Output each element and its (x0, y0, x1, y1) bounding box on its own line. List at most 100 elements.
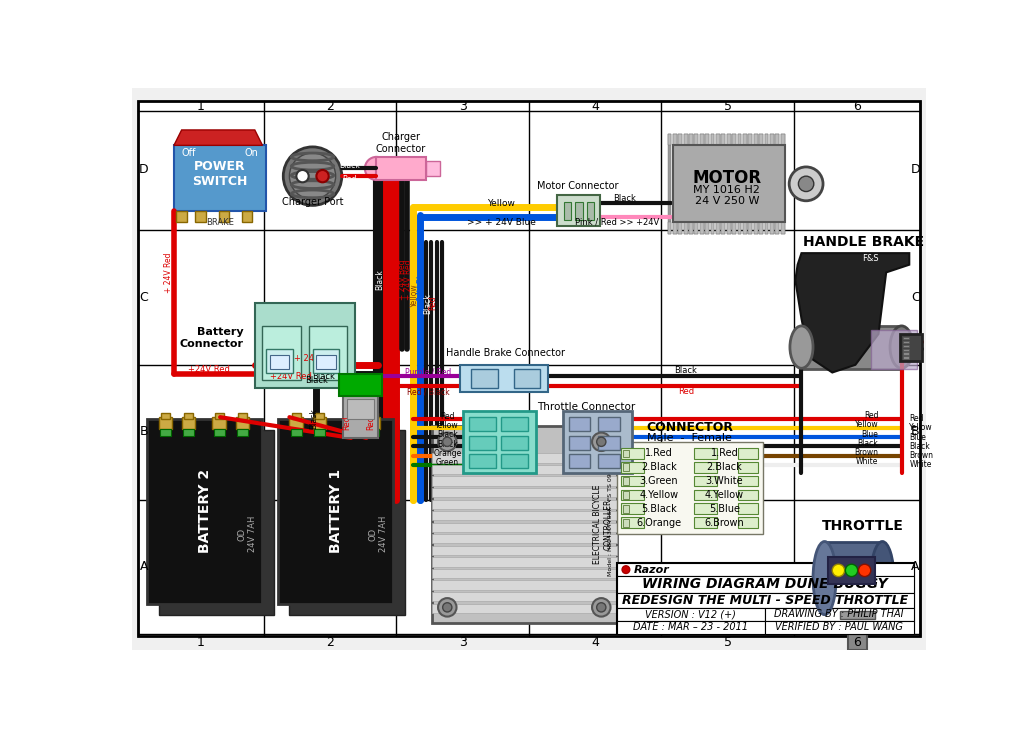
Bar (721, 223, 725, 234)
Text: 1.Red: 1.Red (711, 448, 738, 458)
Text: Pink / Red >> +24V: Pink / Red >> +24V (575, 218, 658, 227)
Text: Motor Connector: Motor Connector (538, 181, 619, 191)
Text: C: C (911, 291, 920, 304)
Text: Battery
Connector: Battery Connector (180, 327, 244, 349)
Circle shape (365, 157, 388, 180)
Text: 2.Black: 2.Black (707, 462, 742, 472)
Bar (727, 134, 731, 145)
Bar (340, 374, 382, 396)
Text: C: C (139, 291, 149, 304)
Bar (711, 134, 714, 234)
Bar (766, 621, 914, 634)
Circle shape (596, 603, 606, 612)
Bar (502, 417, 528, 431)
Ellipse shape (890, 326, 913, 368)
Text: + 24V Red: + 24V Red (398, 260, 407, 300)
Bar (694, 490, 717, 500)
Bar (732, 134, 736, 145)
Bar (431, 453, 617, 463)
Bar (903, 356, 909, 358)
Bar (462, 411, 536, 472)
Ellipse shape (813, 542, 836, 615)
Text: + 24V Red: + 24V Red (294, 354, 338, 363)
Bar (182, 417, 195, 429)
Text: 2: 2 (326, 636, 334, 648)
Bar (678, 134, 682, 145)
Polygon shape (796, 253, 909, 372)
Text: Purple / Red: Purple / Red (405, 368, 451, 377)
Bar (270, 355, 289, 369)
Bar (502, 454, 528, 468)
Bar (765, 134, 769, 145)
Bar (599, 454, 620, 468)
Bar (753, 223, 757, 234)
Bar (623, 450, 628, 457)
Text: 3: 3 (459, 99, 466, 112)
Bar (721, 134, 725, 234)
Text: 2: 2 (326, 99, 334, 112)
Bar (599, 436, 620, 450)
Bar (431, 477, 617, 485)
Bar (147, 419, 262, 604)
Bar (711, 134, 714, 145)
Bar (766, 608, 914, 621)
Text: Green: Green (436, 458, 459, 467)
Bar (262, 326, 301, 380)
Text: + 24V Red: + 24V Red (386, 245, 395, 285)
Text: F&S: F&S (863, 254, 879, 263)
Text: Yellow: Yellow (410, 284, 419, 307)
Bar (557, 196, 600, 226)
Bar (760, 223, 763, 234)
Text: Yellow: Yellow (909, 423, 933, 432)
Circle shape (317, 170, 329, 182)
Text: >> + 24V Blue: >> + 24V Blue (466, 218, 536, 227)
Text: 6: 6 (853, 636, 861, 648)
Text: 4: 4 (591, 99, 599, 112)
Bar (738, 462, 757, 472)
Bar (431, 523, 617, 532)
Bar (738, 134, 741, 145)
Circle shape (283, 147, 342, 205)
Text: 3.White: 3.White (706, 476, 743, 486)
Text: 1: 1 (197, 99, 204, 112)
Bar (738, 223, 741, 234)
Text: VERSION : V12 (+): VERSION : V12 (+) (645, 610, 736, 619)
Text: ELECTRICAL BICYCLE
CONTROLLER: ELECTRICAL BICYCLE CONTROLLER (593, 485, 613, 564)
Bar (292, 412, 301, 419)
Bar (825, 542, 882, 615)
Text: Black: Black (313, 372, 335, 381)
Bar (780, 134, 784, 234)
Bar (617, 564, 914, 634)
Bar (673, 145, 784, 223)
Circle shape (789, 167, 824, 201)
Text: B: B (139, 426, 149, 438)
Text: Male  -  Female: Male - Female (647, 433, 733, 443)
Bar (695, 134, 699, 234)
Bar (431, 580, 617, 590)
Bar (903, 341, 909, 343)
Bar (617, 564, 914, 576)
Text: 5: 5 (723, 636, 732, 648)
Text: Black: Black (613, 194, 636, 203)
Bar (235, 417, 250, 429)
Bar (775, 134, 779, 234)
Bar (431, 557, 617, 566)
Bar (183, 429, 194, 437)
Circle shape (859, 564, 871, 577)
Bar (727, 223, 731, 234)
Bar (700, 134, 704, 145)
Bar (569, 417, 590, 431)
Bar (620, 490, 644, 500)
Text: DATE : MAR – 23 - 2011: DATE : MAR – 23 - 2011 (633, 623, 748, 632)
Text: MOTOR: MOTOR (692, 169, 762, 187)
Ellipse shape (789, 326, 813, 368)
Bar (738, 490, 757, 500)
Text: Blue: Blue (862, 429, 878, 439)
Text: 4.Yellow: 4.Yellow (640, 490, 679, 500)
Bar (309, 326, 347, 380)
Bar (694, 518, 717, 528)
Bar (347, 399, 375, 419)
Bar (623, 505, 628, 512)
Text: Orange: Orange (433, 449, 461, 458)
Text: HANDLE BRAKE: HANDLE BRAKE (803, 234, 924, 249)
